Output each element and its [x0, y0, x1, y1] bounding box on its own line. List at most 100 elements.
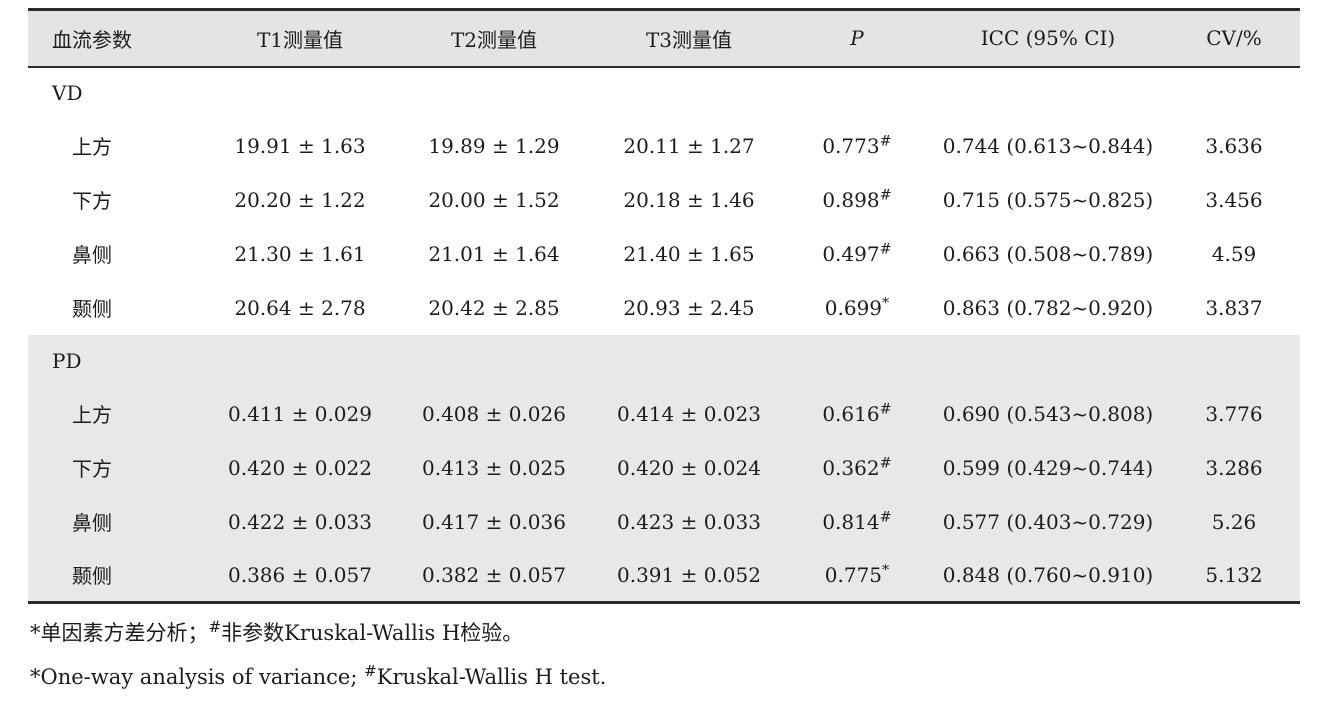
footnote-zh-hash: 非参数Kruskal-Wallis H检验。 [221, 621, 524, 645]
t3-value: 20.11 ± 1.27 [623, 133, 755, 158]
row-label: 颞侧 [72, 564, 112, 589]
footnote-en-star: *One-way analysis of variance; [30, 665, 365, 690]
p-value: 0.814# [786, 495, 928, 549]
t3-value: 0.414 ± 0.023 [617, 401, 761, 426]
section-label: PD [52, 348, 82, 373]
column-header-p: P [850, 26, 864, 51]
cv-value: 3.456 [1205, 187, 1263, 212]
blood-flow-parameters-table: 血流参数 T1测量值 T2测量值 T3测量值 P ICC (95% CI) CV… [28, 8, 1300, 604]
section-label: VD [52, 81, 83, 105]
t3-value: 20.18 ± 1.46 [623, 187, 755, 212]
table-row: 下方 20.20 ± 1.22 20.00 ± 1.52 20.18 ± 1.4… [28, 173, 1300, 227]
t3-value: 0.420 ± 0.024 [617, 455, 761, 480]
t1-value: 20.20 ± 1.22 [234, 187, 366, 212]
p-value: 0.497# [786, 227, 928, 281]
cv-value: 3.776 [1205, 401, 1263, 426]
p-significance-mark: * [882, 294, 890, 311]
column-header-param: 血流参数 [52, 27, 132, 52]
t2-value: 20.00 ± 1.52 [428, 187, 560, 212]
p-value: 0.699* [786, 281, 928, 335]
footnote-chinese: *单因素方差分析；#非参数Kruskal-Wallis H检验。 [30, 618, 1298, 648]
t3-value: 20.93 ± 2.45 [623, 295, 755, 320]
t2-value: 19.89 ± 1.29 [428, 133, 560, 158]
table-row: 上方 0.411 ± 0.029 0.408 ± 0.026 0.414 ± 0… [28, 386, 1300, 441]
p-number: 0.775 [824, 562, 883, 587]
p-significance-mark: # [879, 454, 892, 471]
cv-value: 3.286 [1205, 455, 1263, 480]
row-label: 上方 [72, 135, 112, 159]
p-number: 0.616 [822, 401, 880, 426]
row-label: 下方 [72, 457, 112, 481]
row-label: 下方 [72, 189, 112, 213]
icc-value: 0.577 (0.403~0.729) [942, 509, 1154, 534]
t2-value: 0.382 ± 0.057 [422, 562, 566, 587]
table-row: 下方 0.420 ± 0.022 0.413 ± 0.025 0.420 ± 0… [28, 440, 1300, 495]
t3-value: 0.391 ± 0.052 [617, 562, 761, 587]
t2-value: 0.413 ± 0.025 [422, 455, 566, 480]
footnotes: *单因素方差分析；#非参数Kruskal-Wallis H检验。 *One-wa… [28, 604, 1300, 693]
column-header-t1: T1测量值 [256, 27, 344, 52]
icc-value: 0.863 (0.782~0.920) [942, 295, 1154, 320]
icc-value: 0.599 (0.429~0.744) [942, 455, 1154, 480]
p-number: 0.773 [822, 133, 880, 158]
p-value: 0.616# [786, 387, 928, 441]
t1-value: 0.422 ± 0.033 [228, 509, 372, 534]
p-significance-mark: # [879, 240, 892, 257]
table-row: 鼻侧 0.422 ± 0.033 0.417 ± 0.036 0.423 ± 0… [28, 494, 1300, 549]
p-value: 0.773# [786, 119, 928, 173]
t1-value: 19.91 ± 1.63 [234, 133, 366, 158]
table-row: 上方 19.91 ± 1.63 19.89 ± 1.29 20.11 ± 1.2… [28, 119, 1300, 173]
t3-value: 21.40 ± 1.65 [623, 241, 755, 266]
p-value: 0.362# [786, 441, 928, 495]
p-number: 0.814 [822, 509, 880, 534]
p-value: 0.775* [786, 549, 928, 603]
column-header-t3: T3测量值 [645, 27, 733, 52]
p-significance-mark: # [879, 508, 892, 525]
icc-value: 0.715 (0.575~0.825) [942, 187, 1154, 212]
icc-value: 0.744 (0.613~0.844) [942, 133, 1154, 158]
t3-value: 0.423 ± 0.033 [617, 509, 761, 534]
p-significance-mark: # [879, 132, 892, 149]
p-number: 0.699 [824, 295, 883, 320]
section-row-vd: VD [28, 67, 1300, 119]
t1-value: 0.386 ± 0.057 [228, 562, 372, 587]
icc-value: 0.848 (0.760~0.910) [942, 562, 1154, 587]
footnote-en-hash: Kruskal-Wallis H test. [376, 665, 607, 690]
row-label: 颞侧 [72, 297, 112, 321]
p-number: 0.497 [822, 241, 880, 266]
column-header-icc: ICC (95% CI) [980, 26, 1116, 51]
p-significance-mark: # [879, 400, 892, 417]
table-row: 鼻侧 21.30 ± 1.61 21.01 ± 1.64 21.40 ± 1.6… [28, 227, 1300, 281]
table-row: 颞侧 20.64 ± 2.78 20.42 ± 2.85 20.93 ± 2.4… [28, 281, 1300, 335]
t2-value: 21.01 ± 1.64 [428, 241, 560, 266]
icc-value: 0.663 (0.508~0.789) [942, 241, 1154, 266]
column-header-cv: CV/% [1206, 26, 1262, 51]
table-row: 颞侧 0.386 ± 0.057 0.382 ± 0.057 0.391 ± 0… [28, 548, 1300, 603]
p-significance-mark: * [882, 562, 890, 579]
row-label: 鼻侧 [72, 511, 112, 535]
p-number: 0.362 [822, 455, 880, 480]
t1-value: 0.411 ± 0.029 [228, 401, 372, 426]
cv-value: 3.636 [1205, 133, 1263, 158]
cv-value: 5.26 [1211, 509, 1257, 534]
footnote-en-hash-mark: # [364, 662, 377, 681]
t2-value: 0.408 ± 0.026 [422, 401, 566, 426]
p-number: 0.898 [822, 187, 880, 212]
column-header-t2: T2测量值 [450, 27, 538, 52]
p-value: 0.898# [786, 173, 928, 227]
footnote-zh-hash-mark: # [208, 618, 222, 636]
t2-value: 0.417 ± 0.036 [422, 509, 566, 534]
table-header-row: 血流参数 T1测量值 T2测量值 T3测量值 P ICC (95% CI) CV… [28, 9, 1300, 67]
t1-value: 0.420 ± 0.022 [228, 455, 372, 480]
section-row-pd: PD [28, 334, 1300, 387]
row-label: 上方 [72, 403, 112, 427]
footnote-english: *One-way analysis of variance; #Kruskal-… [30, 662, 1298, 692]
cv-value: 5.132 [1205, 562, 1263, 587]
p-significance-mark: # [879, 186, 892, 203]
cv-value: 3.837 [1205, 295, 1263, 320]
row-label: 鼻侧 [72, 243, 112, 267]
cv-value: 4.59 [1211, 241, 1257, 266]
t1-value: 20.64 ± 2.78 [234, 295, 366, 320]
t2-value: 20.42 ± 2.85 [428, 295, 560, 320]
